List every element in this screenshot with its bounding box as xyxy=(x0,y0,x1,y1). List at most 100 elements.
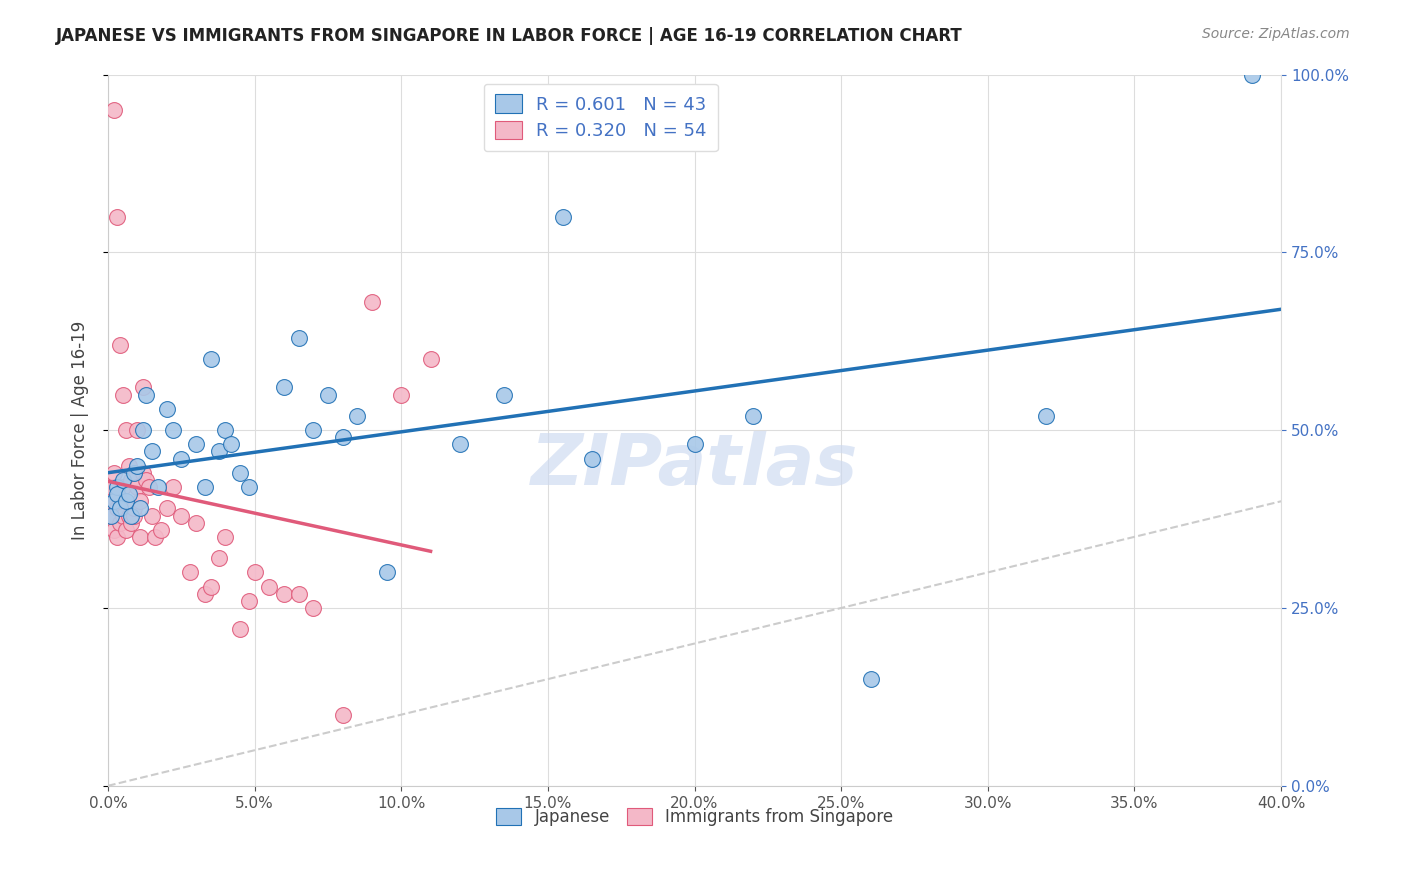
Point xyxy=(419,351,441,366)
Point xyxy=(194,587,217,601)
Point xyxy=(111,508,134,523)
Point xyxy=(259,580,281,594)
Point xyxy=(859,672,882,686)
Point xyxy=(302,423,325,437)
Point xyxy=(332,707,354,722)
Point xyxy=(492,387,515,401)
Point xyxy=(1035,409,1057,423)
Point xyxy=(114,523,136,537)
Point xyxy=(287,331,309,345)
Legend: Japanese, Immigrants from Singapore: Japanese, Immigrants from Singapore xyxy=(488,799,901,834)
Point xyxy=(346,409,368,423)
Point xyxy=(127,458,149,473)
Point xyxy=(162,480,184,494)
Point xyxy=(375,566,398,580)
Point xyxy=(132,466,155,480)
Point xyxy=(238,594,260,608)
Point xyxy=(219,437,242,451)
Point xyxy=(229,623,252,637)
Point xyxy=(117,458,139,473)
Point xyxy=(229,466,252,480)
Point xyxy=(184,437,207,451)
Point xyxy=(200,351,222,366)
Point xyxy=(238,480,260,494)
Point xyxy=(124,466,146,480)
Point xyxy=(108,338,131,352)
Point xyxy=(114,494,136,508)
Point xyxy=(146,480,169,494)
Point xyxy=(184,516,207,530)
Point xyxy=(302,601,325,615)
Point xyxy=(551,210,574,224)
Point xyxy=(581,451,603,466)
Point xyxy=(332,430,354,444)
Point xyxy=(273,587,295,601)
Point xyxy=(138,480,160,494)
Point xyxy=(114,423,136,437)
Point xyxy=(129,530,152,544)
Point xyxy=(129,501,152,516)
Point xyxy=(100,508,122,523)
Point xyxy=(143,530,166,544)
Point xyxy=(162,423,184,437)
Point xyxy=(108,516,131,530)
Point xyxy=(100,508,122,523)
Point xyxy=(141,444,163,458)
Point xyxy=(117,508,139,523)
Point xyxy=(287,587,309,601)
Point xyxy=(127,480,149,494)
Text: Source: ZipAtlas.com: Source: ZipAtlas.com xyxy=(1202,27,1350,41)
Point xyxy=(389,387,412,401)
Point xyxy=(120,473,142,487)
Point xyxy=(105,501,128,516)
Point xyxy=(179,566,201,580)
Point xyxy=(243,566,266,580)
Point xyxy=(170,508,193,523)
Point xyxy=(149,523,172,537)
Point xyxy=(208,551,231,566)
Point xyxy=(117,487,139,501)
Point xyxy=(361,295,384,310)
Point xyxy=(98,494,121,508)
Point xyxy=(108,501,131,516)
Point xyxy=(1240,68,1263,82)
Point xyxy=(124,501,146,516)
Point xyxy=(108,494,131,508)
Text: JAPANESE VS IMMIGRANTS FROM SINGAPORE IN LABOR FORCE | AGE 16-19 CORRELATION CHA: JAPANESE VS IMMIGRANTS FROM SINGAPORE IN… xyxy=(56,27,963,45)
Point xyxy=(132,380,155,394)
Point xyxy=(103,523,125,537)
Point xyxy=(111,387,134,401)
Point xyxy=(120,516,142,530)
Point xyxy=(103,103,125,117)
Point xyxy=(273,380,295,394)
Point xyxy=(194,480,217,494)
Point xyxy=(124,508,146,523)
Point xyxy=(127,423,149,437)
Point xyxy=(683,437,706,451)
Point xyxy=(105,480,128,494)
Y-axis label: In Labor Force | Age 16-19: In Labor Force | Age 16-19 xyxy=(72,320,89,540)
Point xyxy=(100,480,122,494)
Point xyxy=(111,480,134,494)
Point xyxy=(170,451,193,466)
Point xyxy=(316,387,339,401)
Point xyxy=(103,494,125,508)
Point xyxy=(135,473,157,487)
Point xyxy=(105,210,128,224)
Point xyxy=(449,437,471,451)
Point xyxy=(135,387,157,401)
Point xyxy=(214,530,236,544)
Point xyxy=(156,401,179,416)
Point xyxy=(132,423,155,437)
Point xyxy=(111,473,134,487)
Point xyxy=(103,466,125,480)
Point xyxy=(129,494,152,508)
Point xyxy=(120,508,142,523)
Point xyxy=(105,487,128,501)
Point xyxy=(200,580,222,594)
Point xyxy=(141,508,163,523)
Text: ZIPatlas: ZIPatlas xyxy=(531,431,858,500)
Point xyxy=(105,530,128,544)
Point xyxy=(214,423,236,437)
Point xyxy=(156,501,179,516)
